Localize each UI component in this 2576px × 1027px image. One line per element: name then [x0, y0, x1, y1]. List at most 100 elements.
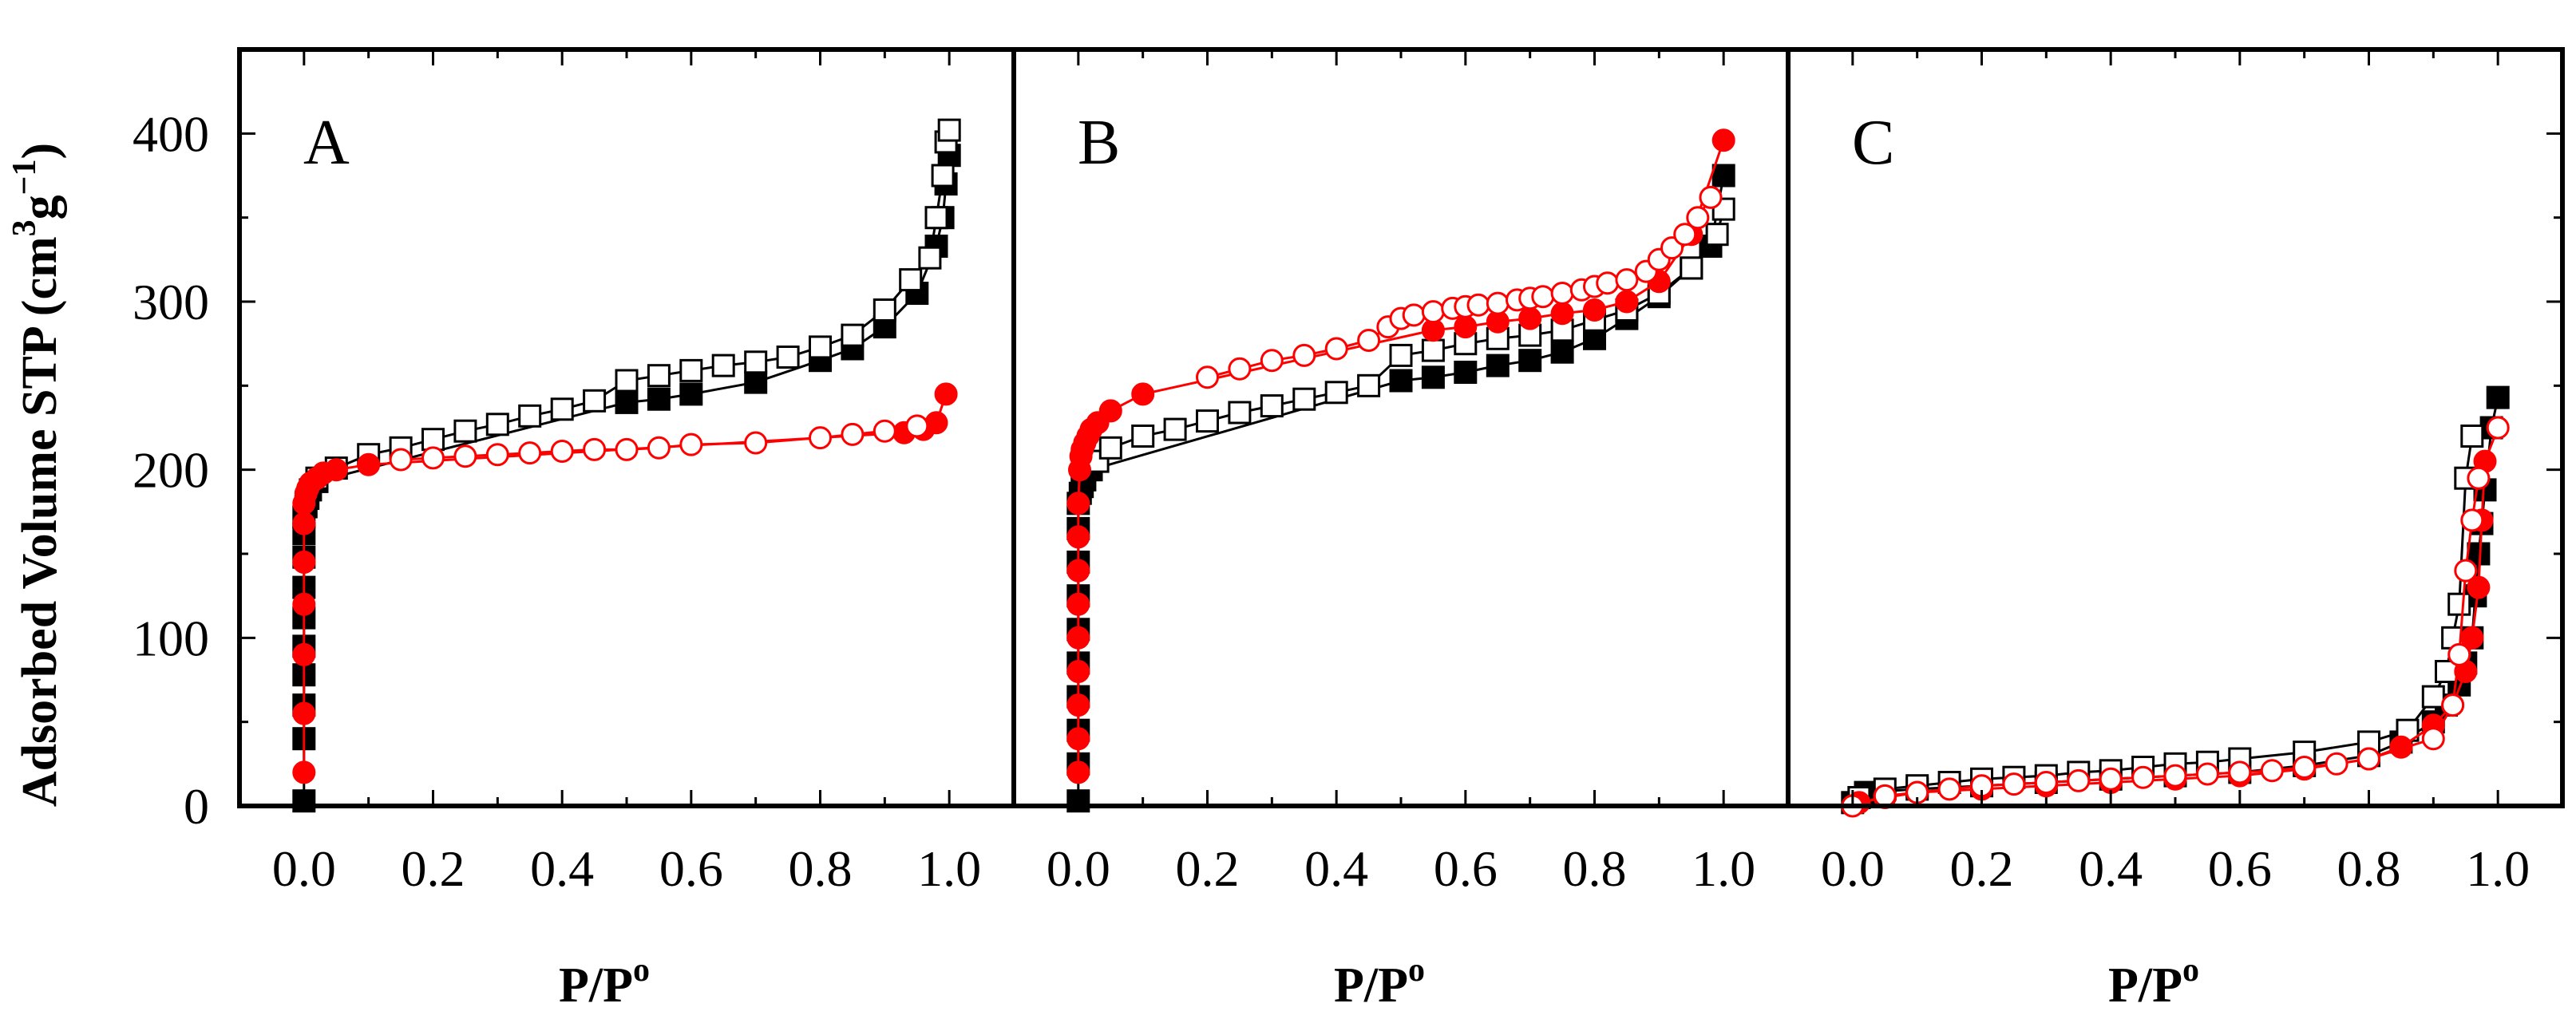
data-point [1131, 425, 1155, 448]
panel-a: A [292, 108, 961, 813]
data-point [2067, 768, 2091, 792]
data-point [2421, 685, 2445, 709]
data-point [550, 397, 574, 421]
data-point [1066, 626, 1090, 650]
data-point [1098, 399, 1122, 423]
data-point [1421, 300, 1445, 324]
series-red-open-circle [389, 414, 929, 472]
data-point [292, 551, 316, 574]
y-tick-label: 100 [133, 610, 209, 666]
series-red-filled-circle [1066, 128, 1735, 784]
data-point [2421, 727, 2445, 751]
data-point [2486, 416, 2510, 440]
data-point [2228, 760, 2252, 784]
data-point [485, 413, 509, 436]
data-point [1421, 365, 1445, 389]
data-point [2131, 765, 2155, 789]
data-point [421, 446, 445, 470]
data-point [776, 346, 800, 369]
data-point [1131, 382, 1155, 406]
data-point [2441, 693, 2465, 717]
x-tick-label: 0.0 [1047, 840, 1110, 897]
y-tick-label: 0 [184, 778, 209, 835]
data-point [2195, 762, 2219, 786]
data-point [1066, 727, 1090, 751]
data-point [931, 164, 955, 188]
series-black-open-square [305, 118, 961, 490]
data-point [1357, 329, 1381, 352]
panel-b: B [1066, 108, 1735, 813]
data-point [924, 411, 948, 435]
data-point [1550, 282, 1574, 305]
data-point [1486, 354, 1510, 377]
data-point [2389, 735, 2413, 759]
data-point [1454, 315, 1478, 339]
x-tick-label: 0.2 [402, 840, 465, 897]
frame-layer [237, 47, 2565, 808]
data-point [1228, 357, 1252, 381]
data-point [453, 444, 477, 468]
data-point [2460, 425, 2484, 448]
series-black-filled-square [292, 144, 961, 813]
data-point [518, 441, 542, 465]
data-point [1615, 268, 1639, 292]
series-line-black-open-square [1097, 208, 1725, 463]
data-point [1163, 417, 1187, 441]
y-tick-label: 300 [133, 274, 209, 330]
data-point [1292, 343, 1316, 367]
data-point [1066, 592, 1090, 616]
data-point [583, 389, 607, 413]
data-point [1066, 660, 1090, 683]
data-point [583, 437, 607, 461]
data-point [1937, 777, 1961, 801]
data-point [905, 414, 929, 438]
data-point [2357, 747, 2380, 771]
series-line-red-filled-circle [1077, 140, 1725, 772]
data-point [647, 387, 671, 411]
data-point [1550, 340, 1574, 364]
data-point [1098, 436, 1122, 460]
data-point [2454, 559, 2478, 583]
data-point [324, 458, 348, 482]
data-point [421, 428, 445, 452]
data-point [550, 440, 574, 463]
data-point [899, 268, 923, 292]
data-point [1873, 784, 1897, 808]
panel-label-a: A [303, 108, 350, 178]
data-point [2325, 752, 2348, 776]
data-point [2447, 592, 2471, 616]
panel-label-c: C [1852, 108, 1894, 178]
data-point [2447, 642, 2471, 666]
data-point [1518, 306, 1542, 330]
data-point [937, 118, 961, 142]
data-point [1389, 343, 1413, 367]
data-point [292, 592, 316, 616]
x-axis-title-c: P/Po [2108, 952, 2199, 1013]
data-point [2467, 575, 2491, 599]
data-point [615, 390, 639, 414]
data-point [615, 369, 639, 393]
data-point [924, 206, 948, 230]
data-point [389, 448, 413, 472]
data-point [1196, 409, 1219, 433]
data-point [1066, 559, 1090, 583]
data-point [934, 382, 958, 406]
data-point [1705, 223, 1729, 247]
x-tick-label: 0.0 [1821, 840, 1885, 897]
data-point [292, 701, 316, 725]
data-point [2034, 771, 2058, 794]
data-point [357, 452, 381, 476]
data-point [1711, 128, 1735, 152]
x-tick-label: 0.8 [1563, 840, 1627, 897]
x-tick-label: 0.6 [659, 840, 723, 897]
x-axis-title-a: P/Po [559, 952, 650, 1013]
data-point [841, 422, 865, 446]
data-point [2002, 772, 2026, 796]
panel-frame-c [1786, 47, 2565, 808]
data-point [1531, 285, 1555, 309]
data-point [1260, 349, 1284, 373]
panel-frame-b [1011, 47, 1791, 808]
data-point [2260, 759, 2284, 783]
y-tick-label: 200 [133, 442, 209, 499]
